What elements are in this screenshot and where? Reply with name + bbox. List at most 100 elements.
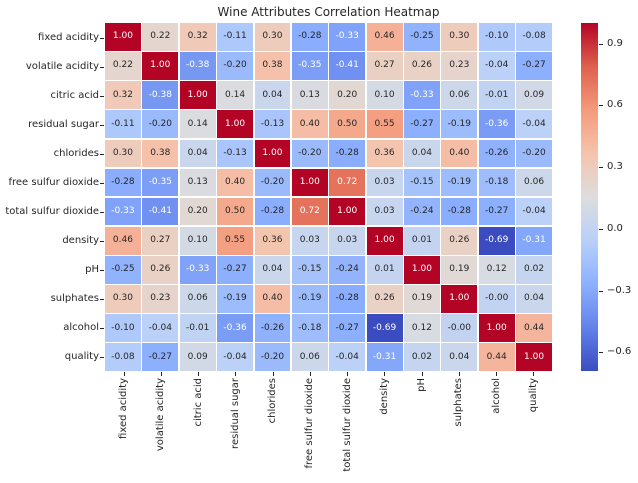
heatmap-cell: 0.20 bbox=[329, 81, 366, 109]
y-tick-mark bbox=[100, 270, 104, 271]
heatmap-cell: -0.20 bbox=[254, 168, 291, 197]
heatmap-cell: 1.00 bbox=[291, 168, 328, 197]
row-label: residual sugar bbox=[28, 118, 99, 130]
y-tick-mark bbox=[100, 38, 104, 39]
column-label: alcohol bbox=[490, 378, 502, 414]
heatmap-cell: -0.28 bbox=[291, 23, 328, 51]
heatmap-cell: 0.04 bbox=[254, 81, 291, 109]
y-tick-mark bbox=[100, 67, 104, 68]
column-label: chlorides bbox=[267, 378, 279, 424]
heatmap-cell: 0.30 bbox=[254, 23, 291, 51]
colorbar-tick-mark bbox=[599, 352, 603, 353]
x-tick-mark bbox=[422, 372, 423, 376]
heatmap-cell: 0.27 bbox=[142, 226, 179, 255]
heatmap-cell: -0.38 bbox=[179, 52, 216, 80]
heatmap-cell: -0.27 bbox=[142, 343, 179, 371]
heatmap-cell: -0.27 bbox=[404, 110, 440, 138]
column-label: sulphates bbox=[453, 378, 465, 427]
y-tick-mark bbox=[100, 183, 104, 184]
heatmap-cell: 0.10 bbox=[179, 226, 216, 255]
colorbar-tick-label: 0.3 bbox=[607, 161, 623, 173]
heatmap-cell: 0.02 bbox=[516, 256, 552, 284]
heatmap-cell: -0.26 bbox=[254, 314, 291, 342]
heatmap-cell: 0.40 bbox=[441, 139, 478, 168]
x-tick-mark bbox=[198, 372, 199, 376]
chart-title: Wine Attributes Correlation Heatmap bbox=[217, 5, 440, 19]
heatmap-cell: 1.00 bbox=[142, 52, 179, 80]
heatmap-cell: -0.04 bbox=[516, 197, 552, 226]
heatmap-cell: 0.40 bbox=[291, 110, 328, 138]
column-label: fixed acidity bbox=[118, 378, 130, 439]
heatmap-cell: 1.00 bbox=[105, 23, 141, 51]
heatmap-cell: -0.08 bbox=[105, 343, 141, 371]
heatmap-cell: 0.40 bbox=[254, 285, 291, 313]
x-tick-mark bbox=[235, 372, 236, 376]
heatmap-cell: 0.03 bbox=[366, 168, 403, 197]
heatmap-cell: -0.27 bbox=[329, 314, 366, 342]
colorbar-tick-mark bbox=[599, 229, 603, 230]
heatmap-cell: -0.11 bbox=[217, 23, 253, 51]
column-label: citric acid bbox=[192, 378, 204, 427]
heatmap-cell: 0.30 bbox=[441, 23, 478, 51]
heatmap-cell: 0.09 bbox=[516, 81, 552, 109]
heatmap-cell: -0.36 bbox=[478, 110, 515, 138]
colorbar-tick-label: −0.3 bbox=[607, 284, 632, 296]
colorbar-tick-mark bbox=[599, 291, 603, 292]
heatmap-cell: -0.19 bbox=[441, 168, 478, 197]
heatmap-cell: 0.23 bbox=[142, 285, 179, 313]
heatmap-cell: 0.44 bbox=[516, 314, 552, 342]
heatmap-cell: -0.33 bbox=[105, 197, 141, 226]
heatmap-cell: -0.00 bbox=[441, 314, 478, 342]
heatmap-cell: -0.15 bbox=[291, 256, 328, 284]
heatmap-cell: -0.27 bbox=[516, 52, 552, 80]
y-tick-mark bbox=[100, 299, 104, 300]
y-tick-mark bbox=[100, 357, 104, 358]
heatmap-cell: -0.28 bbox=[329, 139, 366, 168]
heatmap-cell: -0.38 bbox=[142, 81, 179, 109]
heatmap-cell: 0.46 bbox=[105, 226, 141, 255]
heatmap-cell: -0.28 bbox=[254, 197, 291, 226]
column-label: pH bbox=[416, 378, 428, 392]
row-label: alcohol bbox=[63, 321, 99, 333]
row-label: chlorides bbox=[53, 147, 99, 159]
row-label: volatile acidity bbox=[25, 60, 99, 72]
heatmap-cell: -0.10 bbox=[105, 314, 141, 342]
heatmap-cell: -0.20 bbox=[291, 139, 328, 168]
heatmap-cell: 1.00 bbox=[441, 285, 478, 313]
heatmap-cell: -0.36 bbox=[217, 314, 253, 342]
heatmap-cell: -0.28 bbox=[329, 285, 366, 313]
heatmap-cell: 1.00 bbox=[179, 81, 216, 109]
heatmap-cell: 0.23 bbox=[441, 52, 478, 80]
colorbar-tick-mark bbox=[599, 167, 603, 168]
heatmap-cell: 1.00 bbox=[217, 110, 253, 138]
heatmap-cell: 1.00 bbox=[516, 343, 552, 371]
heatmap-cell: -0.01 bbox=[179, 314, 216, 342]
heatmap-cell: -0.24 bbox=[329, 256, 366, 284]
heatmap-cell: -0.28 bbox=[441, 197, 478, 226]
colorbar-tick-label: 0.0 bbox=[607, 222, 623, 234]
heatmap-cell: -0.11 bbox=[105, 110, 141, 138]
heatmap-cell: 0.04 bbox=[516, 285, 552, 313]
heatmap-cell: 0.19 bbox=[404, 285, 440, 313]
heatmap-cell: 0.14 bbox=[217, 81, 253, 109]
colorbar-tick-label: −0.6 bbox=[607, 346, 632, 358]
row-label: total sulfur dioxide bbox=[5, 205, 99, 217]
x-tick-mark bbox=[533, 372, 534, 376]
column-label: density bbox=[378, 378, 390, 415]
heatmap-cell: 0.46 bbox=[366, 23, 403, 51]
heatmap-cell: 0.55 bbox=[366, 110, 403, 138]
heatmap-cell: -0.41 bbox=[142, 197, 179, 226]
row-label: quality bbox=[64, 350, 99, 362]
x-tick-mark bbox=[124, 372, 125, 376]
heatmap-cell: 0.04 bbox=[254, 256, 291, 284]
heatmap-cell: 0.30 bbox=[105, 285, 141, 313]
heatmap-cell: -0.20 bbox=[142, 110, 179, 138]
x-tick-mark bbox=[384, 372, 385, 376]
heatmap-cell: 0.12 bbox=[478, 256, 515, 284]
heatmap-cell: -0.27 bbox=[217, 256, 253, 284]
column-label: quality bbox=[527, 378, 539, 413]
heatmap-cell: -0.20 bbox=[217, 52, 253, 80]
y-tick-mark bbox=[100, 96, 104, 97]
heatmap-cell: 0.12 bbox=[404, 314, 440, 342]
